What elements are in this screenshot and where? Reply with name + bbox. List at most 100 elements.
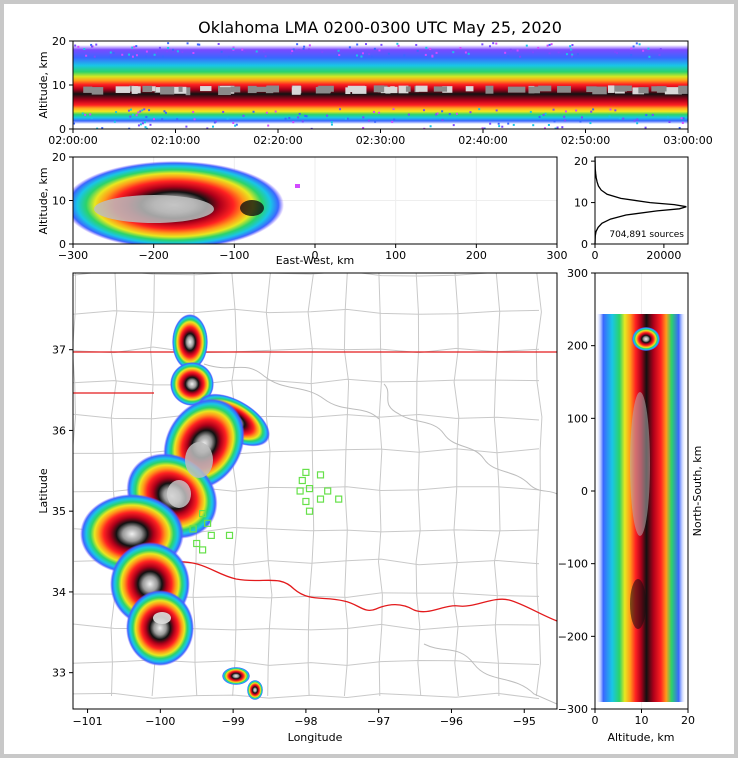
east-west-xtick-label: −100 — [219, 249, 249, 262]
outer-speckle — [113, 120, 116, 123]
lma-station — [302, 468, 310, 476]
outer-speckle — [374, 120, 377, 123]
core-speckle — [115, 86, 131, 93]
outer-speckle — [422, 109, 425, 112]
outer-speckle — [139, 123, 142, 126]
outer-speckle — [658, 53, 661, 56]
outer-speckle — [145, 115, 148, 118]
outer-speckle — [337, 49, 340, 52]
outer-speckle — [137, 124, 140, 127]
outer-speckle — [165, 50, 168, 53]
outer-speckle — [373, 47, 376, 50]
outer-speckle — [115, 111, 118, 114]
east-west-xlabel: East-West, km — [276, 254, 354, 267]
core-speckle — [266, 85, 280, 93]
outer-speckle — [614, 109, 617, 112]
core-speckle — [218, 87, 231, 96]
core-speckle — [91, 87, 104, 95]
outer-speckle — [127, 109, 130, 112]
histogram-ytick-label: 0 — [581, 238, 588, 251]
outer-speckle — [133, 54, 136, 57]
red-river-border — [173, 561, 557, 622]
outer-speckle — [525, 44, 528, 47]
outer-speckle — [552, 108, 555, 111]
outer-speckle — [548, 43, 551, 46]
outer-speckle — [638, 43, 641, 46]
outer-speckle — [569, 45, 572, 48]
north-south-ytick-label: −200 — [558, 630, 588, 643]
outer-speckle — [139, 110, 142, 113]
outer-speckle — [561, 126, 564, 129]
outer-speckle — [668, 120, 671, 123]
outer-speckle — [144, 126, 147, 129]
outer-speckle — [489, 122, 492, 125]
core-speckle — [132, 86, 141, 94]
outer-speckle — [459, 47, 462, 50]
plan-view-ytick-label: 36 — [52, 424, 66, 437]
outer-speckle — [176, 118, 179, 121]
outer-speckle — [164, 111, 167, 114]
outer-speckle — [481, 127, 484, 129]
plan-view-ytick-label: 35 — [52, 505, 66, 518]
core-speckle — [638, 87, 649, 94]
lma-station — [296, 487, 304, 495]
outer-speckle — [498, 125, 501, 128]
outer-speckle — [153, 53, 156, 56]
core-speckle — [415, 85, 428, 92]
outer-speckle — [90, 43, 93, 46]
outer-speckle — [135, 114, 138, 117]
outer-speckle — [666, 116, 669, 119]
outer-speckle — [415, 43, 418, 46]
outer-speckle — [348, 46, 351, 49]
core-speckle — [607, 85, 615, 93]
county-line — [73, 413, 540, 421]
outer-speckle — [90, 45, 93, 48]
east-west-ytick-label: 10 — [52, 195, 66, 208]
outer-speckle — [305, 115, 308, 118]
outer-speckle — [137, 111, 140, 114]
outer-speckle — [416, 49, 419, 52]
outer-speckle — [192, 51, 195, 54]
core-speckle — [405, 86, 411, 92]
outer-speckle — [84, 113, 87, 116]
outer-speckle — [112, 51, 115, 54]
outer-speckle — [356, 43, 359, 46]
altitude-histogram-panel: 0 20000 0 10 20 704,891 sources — [574, 155, 689, 262]
north-south-core — [630, 392, 650, 536]
outer-speckle — [296, 43, 299, 46]
plan-view-xtick-label: −95 — [513, 715, 536, 728]
core-speckle — [538, 85, 552, 92]
plan-view-xtick-label: −99 — [222, 715, 245, 728]
lma-station — [199, 510, 207, 518]
east-west-secondary-core — [240, 200, 264, 216]
county-line — [377, 273, 383, 697]
core-speckle — [433, 86, 448, 92]
outer-speckle — [292, 48, 295, 51]
county-line — [265, 273, 273, 697]
outer-speckle — [575, 109, 578, 112]
core-speckle — [129, 85, 135, 92]
lma-station — [316, 471, 325, 479]
core-speckle — [485, 85, 494, 94]
outer-speckle — [129, 108, 132, 111]
lma-station — [225, 531, 234, 540]
histogram-ytick-label: 10 — [574, 197, 588, 210]
lma-station — [204, 519, 212, 527]
time-altitude-xtick-label: 02:30:00 — [356, 134, 405, 147]
outer-speckle — [241, 48, 244, 51]
north-south-ytick-label: 300 — [567, 267, 588, 280]
outer-speckle — [636, 118, 639, 121]
time-altitude-xtick-label: 02:00:00 — [48, 134, 97, 147]
core-speckle — [442, 86, 453, 93]
outer-speckle — [678, 126, 681, 129]
outer-speckle — [488, 45, 491, 48]
outer-speckle — [392, 108, 395, 111]
core-speckle — [247, 85, 257, 94]
outer-speckle — [161, 118, 164, 121]
outer-speckle — [589, 122, 592, 125]
outer-speckle — [108, 55, 111, 58]
outer-speckle — [550, 43, 553, 46]
plan-view-ylabel: Latitude — [37, 468, 50, 514]
outer-speckle — [96, 127, 99, 129]
outer-speckle — [616, 51, 619, 54]
